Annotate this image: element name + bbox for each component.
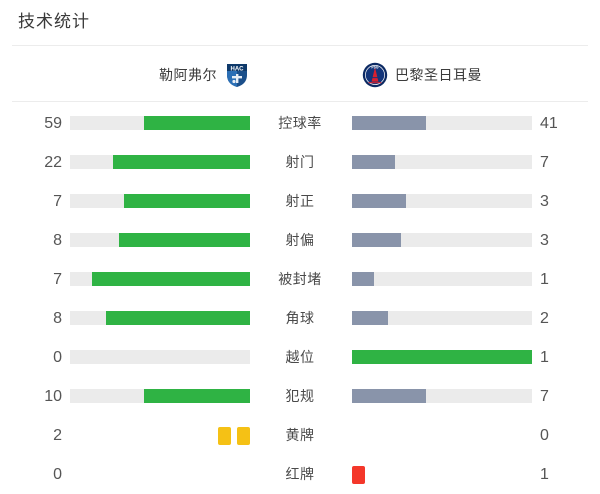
away-bar-fill [352,350,532,364]
away-bar-fill [352,194,406,208]
stat-row: 7 射正 3 [0,182,600,221]
away-bar-track [352,350,532,364]
away-value: 1 [540,349,549,366]
home-cards [70,466,250,484]
home-value: 0 [53,466,62,483]
home-value: 59 [44,115,62,132]
home-bar-fill [106,311,250,325]
team-header: 勒阿弗尔 HAC PSG 巴黎圣日耳 [0,52,600,98]
away-bar-track [352,233,532,247]
title-divider [12,45,588,46]
away-value: 3 [540,232,549,249]
away-bar-track [352,389,532,403]
stat-row: 8 角球 2 [0,299,600,338]
away-value: 41 [540,115,558,132]
svg-text:HAC: HAC [231,66,245,72]
away-value: 0 [540,427,549,444]
away-value: 3 [540,193,549,210]
home-bar-track [70,116,250,130]
home-bar-fill [113,155,250,169]
home-bar-track [70,350,250,364]
home-value: 8 [53,232,62,249]
home-bar-fill [124,194,250,208]
stat-row: 0 越位 1 [0,338,600,377]
home-value: 22 [44,154,62,171]
away-bar-fill [352,389,426,403]
home-bar-track [70,389,250,403]
stat-row: 8 射偏 3 [0,221,600,260]
stat-label: 射偏 [285,232,315,248]
svg-text:PSG: PSG [371,65,379,69]
yellow-card-icon [237,427,250,445]
yellow-card-icon [218,427,231,445]
away-bar-fill [352,311,388,325]
away-team-name: 巴黎圣日耳曼 [395,67,482,83]
away-cards [352,427,532,445]
stat-row: 7 被封堵 1 [0,260,600,299]
away-bar-fill [352,155,396,169]
home-bar-track [70,155,250,169]
away-bar-track [352,194,532,208]
away-cards [352,466,532,484]
away-value: 7 [540,388,549,405]
home-bar-track [70,272,250,286]
red-card-icon [352,466,365,484]
stat-row: 2 黄牌 0 [0,416,600,455]
home-bar-fill [143,389,250,403]
home-bar-fill [91,272,250,286]
home-value: 8 [53,310,62,327]
header-divider [12,101,588,102]
stat-label: 控球率 [278,115,322,131]
stat-row: 0 红牌 1 [0,455,600,494]
stat-label: 黄牌 [285,427,315,443]
away-bar-fill [352,116,426,130]
home-value: 2 [53,427,62,444]
stat-row: 59 控球率 41 [0,104,600,143]
home-value: 10 [44,388,62,405]
away-bar-track [352,116,532,130]
hac-crest-icon: HAC [224,62,250,88]
stat-row: 22 射门 7 [0,143,600,182]
stat-label: 越位 [285,349,315,365]
home-bar-track [70,194,250,208]
away-bar-fill [352,272,374,286]
stat-row: 10 犯规 7 [0,377,600,416]
away-value: 1 [540,466,549,483]
home-bar-fill [118,233,250,247]
home-team[interactable]: 勒阿弗尔 HAC [159,52,250,98]
away-value: 2 [540,310,549,327]
away-bar-fill [352,233,401,247]
stat-label: 被封堵 [278,271,322,287]
stat-label: 角球 [285,310,315,326]
away-bar-track [352,155,532,169]
home-team-name: 勒阿弗尔 [159,67,217,83]
stat-label: 射门 [285,154,315,170]
stat-label: 红牌 [285,466,315,482]
home-value: 7 [53,271,62,288]
away-bar-track [352,311,532,325]
away-team[interactable]: PSG 巴黎圣日耳曼 [362,52,482,98]
home-bar-track [70,233,250,247]
away-bar-track [352,272,532,286]
away-value: 1 [540,271,549,288]
home-value: 7 [53,193,62,210]
stat-label: 犯规 [285,388,315,404]
home-cards [70,427,250,445]
home-bar-track [70,311,250,325]
stat-label: 射正 [285,193,315,209]
home-value: 0 [53,349,62,366]
stats-list: 59 控球率 41 22 射门 7 7 射正 3 8 射偏 3 7 被封堵 1 8 角球 2 0 越位 1 10 犯规 7 2 黄… [0,104,600,494]
page-title: 技术统计 [18,12,90,31]
home-bar-fill [143,116,250,130]
psg-crest-icon: PSG [362,62,388,88]
away-value: 7 [540,154,549,171]
